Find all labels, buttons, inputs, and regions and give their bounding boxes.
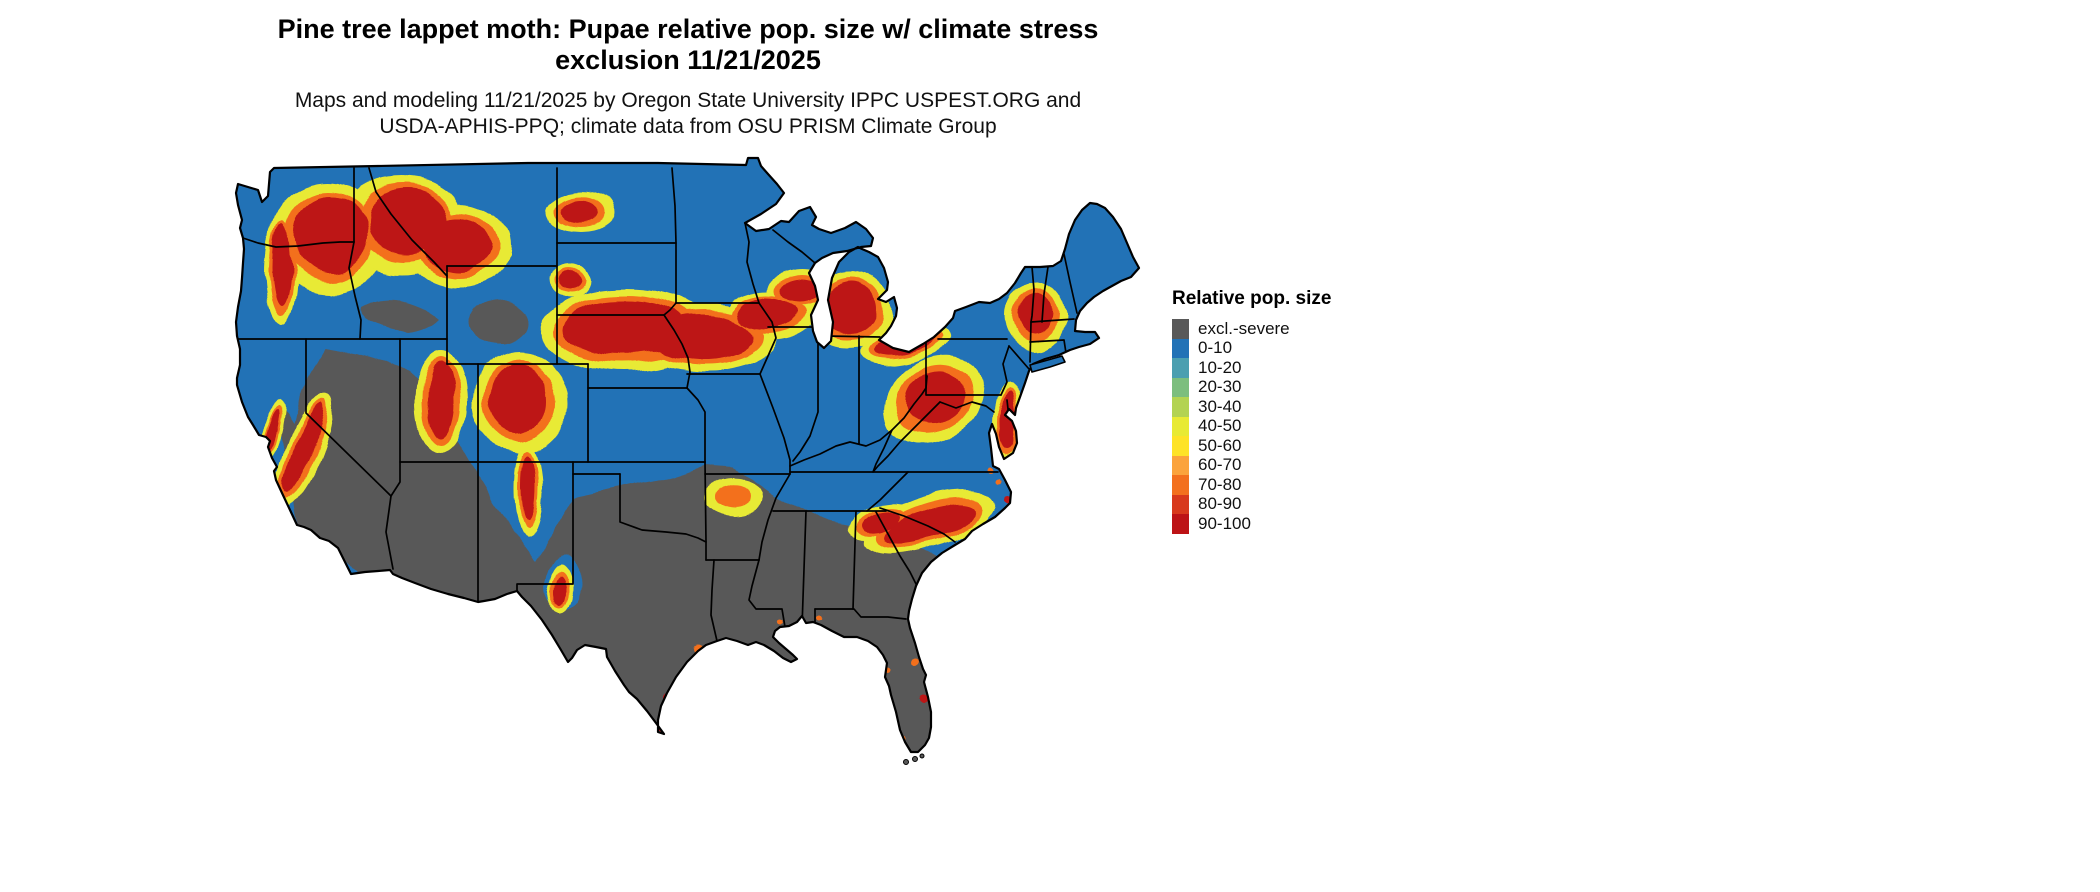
- peak-pop-band: [250, 190, 1050, 729]
- legend-label: 20-30: [1198, 377, 1242, 397]
- legend-label: 70-80: [1198, 474, 1242, 494]
- legend-swatch: [1172, 377, 1189, 397]
- legend-swatch: [1172, 319, 1189, 339]
- page-subtitle: Maps and modeling 11/21/2025 by Oregon S…: [0, 88, 1376, 140]
- legend-swatch: [1172, 475, 1189, 495]
- legend-swatch: [1172, 358, 1189, 378]
- state-borders: [236, 167, 1078, 642]
- legend-swatch: [1172, 338, 1189, 358]
- legend-swatch: [1172, 494, 1189, 514]
- legend-item: 40-50: [1172, 416, 1331, 436]
- subtitle-line-1: Maps and modeling 11/21/2025 by Oregon S…: [294, 89, 1082, 112]
- legend-item: 20-30: [1172, 377, 1331, 397]
- title-line-2: exclusion 11/21/2025: [555, 45, 821, 75]
- legend-item: 80-90: [1172, 494, 1331, 514]
- long-island: [1029, 355, 1066, 373]
- legend-label: 10-20: [1198, 357, 1242, 377]
- page-title: Pine tree lappet moth: Pupae relative po…: [0, 14, 1376, 76]
- legend-item: 50-60: [1172, 436, 1331, 456]
- title-line-1: Pine tree lappet moth: Pupae relative po…: [277, 14, 1099, 44]
- legend-item: excl.-severe: [1172, 319, 1331, 339]
- legend-title: Relative pop. size: [1172, 288, 1332, 309]
- legend-swatch: [1172, 514, 1189, 534]
- legend-label: 60-70: [1198, 455, 1242, 475]
- legend-swatch: [1172, 397, 1189, 417]
- subtitle-line-2: USDA-APHIS-PPQ; climate data from OSU PR…: [379, 115, 997, 138]
- legend-label: excl.-severe: [1198, 318, 1290, 338]
- legend-item: 10-20: [1172, 358, 1331, 378]
- exclusion-region-southwest: [286, 346, 560, 620]
- legend-items: excl.-severe 0-10 10-20 20-30 30-40 40-50 50-6…: [1172, 319, 1331, 534]
- coastline: [234, 156, 1141, 754]
- legend-label: 80-90: [1198, 494, 1242, 514]
- legend-label: 30-40: [1198, 396, 1242, 416]
- legend-swatch: [1172, 436, 1189, 456]
- exclusion-wyoming-basin: [470, 300, 530, 344]
- legend-swatch: [1172, 416, 1189, 436]
- legend: Relative pop. size excl.-severe 0-10 10-20…: [1172, 288, 1331, 534]
- legend-item: 60-70: [1172, 455, 1331, 475]
- legend-label: 90-100: [1198, 513, 1251, 533]
- legend-label: 0-10: [1198, 338, 1233, 358]
- legend-label: 50-60: [1198, 435, 1242, 455]
- legend-item: 70-80: [1172, 475, 1331, 495]
- us-map-svg: [234, 156, 1141, 765]
- legend-item: 0-10: [1172, 338, 1331, 358]
- florida-keys: [903, 753, 925, 765]
- legend-item: 90-100: [1172, 514, 1331, 534]
- legend-label: 40-50: [1198, 416, 1242, 436]
- legend-item: 30-40: [1172, 397, 1331, 417]
- legend-swatch: [1172, 455, 1189, 475]
- exclusion-snake-plain: [359, 299, 440, 334]
- us-map: [228, 150, 1148, 775]
